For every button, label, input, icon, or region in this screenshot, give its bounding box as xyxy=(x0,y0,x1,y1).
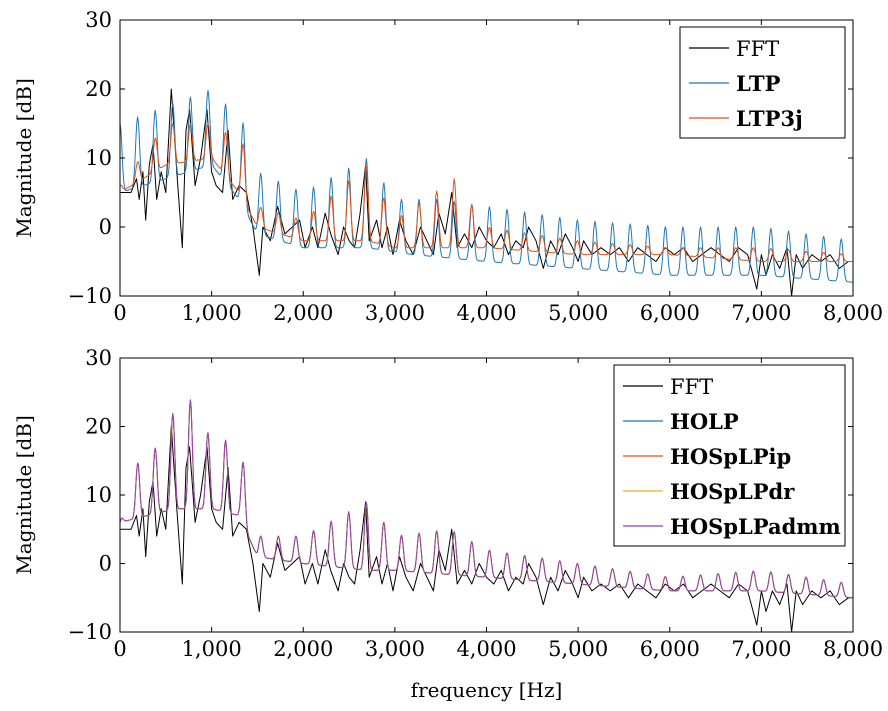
legend-label-fft: FFT xyxy=(670,375,713,399)
series-line-fft xyxy=(120,88,853,296)
y-tick-label: 10 xyxy=(85,483,112,507)
series-line-ltp xyxy=(120,89,853,283)
y-tick-label: 20 xyxy=(85,77,112,101)
series-line-ltp3j xyxy=(120,123,853,262)
y-tick-label: 0 xyxy=(99,215,112,239)
x-tick-label: 4,000 xyxy=(456,301,516,325)
x-tick-label: 7,000 xyxy=(731,637,791,661)
legend-label-hosplpip: HOSpLPip xyxy=(670,444,791,469)
legend-label-fft: FFT xyxy=(736,37,779,61)
legend-label-holp: HOLP xyxy=(670,409,739,434)
x-axis-label: frequency [Hz] xyxy=(411,678,563,702)
x-tick-label: 6,000 xyxy=(640,637,700,661)
series-lines xyxy=(120,399,853,632)
x-tick-label: 7,000 xyxy=(731,301,791,325)
chart-1: 0 1,000 2,000 3,000 4,000 5,000 6,000 7,000 8,00… xyxy=(12,8,883,325)
x-tick-label: 5,000 xyxy=(548,301,608,325)
x-tick-label: 3,000 xyxy=(365,301,425,325)
x-tick-label: 8,000 xyxy=(823,301,883,325)
series-line-hosplpadmm xyxy=(120,399,853,599)
y-axis-label: Magnitude [dB] xyxy=(12,415,36,575)
legend-label-ltp3j: LTP3j xyxy=(736,106,803,131)
y-tick-label: −10 xyxy=(68,620,112,644)
x-tick-label: 1,000 xyxy=(182,301,242,325)
x-tick-label: 0 xyxy=(113,637,126,661)
y-tick-label: 0 xyxy=(99,552,112,576)
y-tick-label: 10 xyxy=(85,146,112,170)
series-lines xyxy=(120,88,853,296)
x-tick-label: 8,000 xyxy=(823,637,883,661)
x-tick-label: 3,000 xyxy=(365,637,425,661)
x-tick-label: 6,000 xyxy=(640,301,700,325)
x-tick-label: 0 xyxy=(113,301,126,325)
x-tick-label: 1,000 xyxy=(182,637,242,661)
legend: FFT LTP LTP3j xyxy=(679,26,846,139)
y-tick-label: 30 xyxy=(85,8,112,32)
x-tick-label: 2,000 xyxy=(273,637,333,661)
legend: FFT HOLP HOSpLPip HOSpLPdr HOSpLPadmm xyxy=(613,364,846,547)
y-axis-label: Magnitude [dB] xyxy=(12,78,36,238)
y-tick-label: −10 xyxy=(68,284,112,308)
legend-label-ltp: LTP xyxy=(736,71,781,96)
x-tick-label: 5,000 xyxy=(548,637,608,661)
legend-label-hosplpdr: HOSpLPdr xyxy=(670,479,795,504)
x-tick-label: 4,000 xyxy=(456,637,516,661)
legend-label-hosplpadmm: HOSpLPadmm xyxy=(670,514,841,539)
y-tick-label: 30 xyxy=(85,346,112,370)
y-tick-label: 20 xyxy=(85,415,112,439)
series-line-fft xyxy=(120,426,853,632)
chart-2: 0 1,000 2,000 3,000 4,000 5,000 6,000 7,000 8,00… xyxy=(12,346,883,702)
x-tick-label: 2,000 xyxy=(273,301,333,325)
